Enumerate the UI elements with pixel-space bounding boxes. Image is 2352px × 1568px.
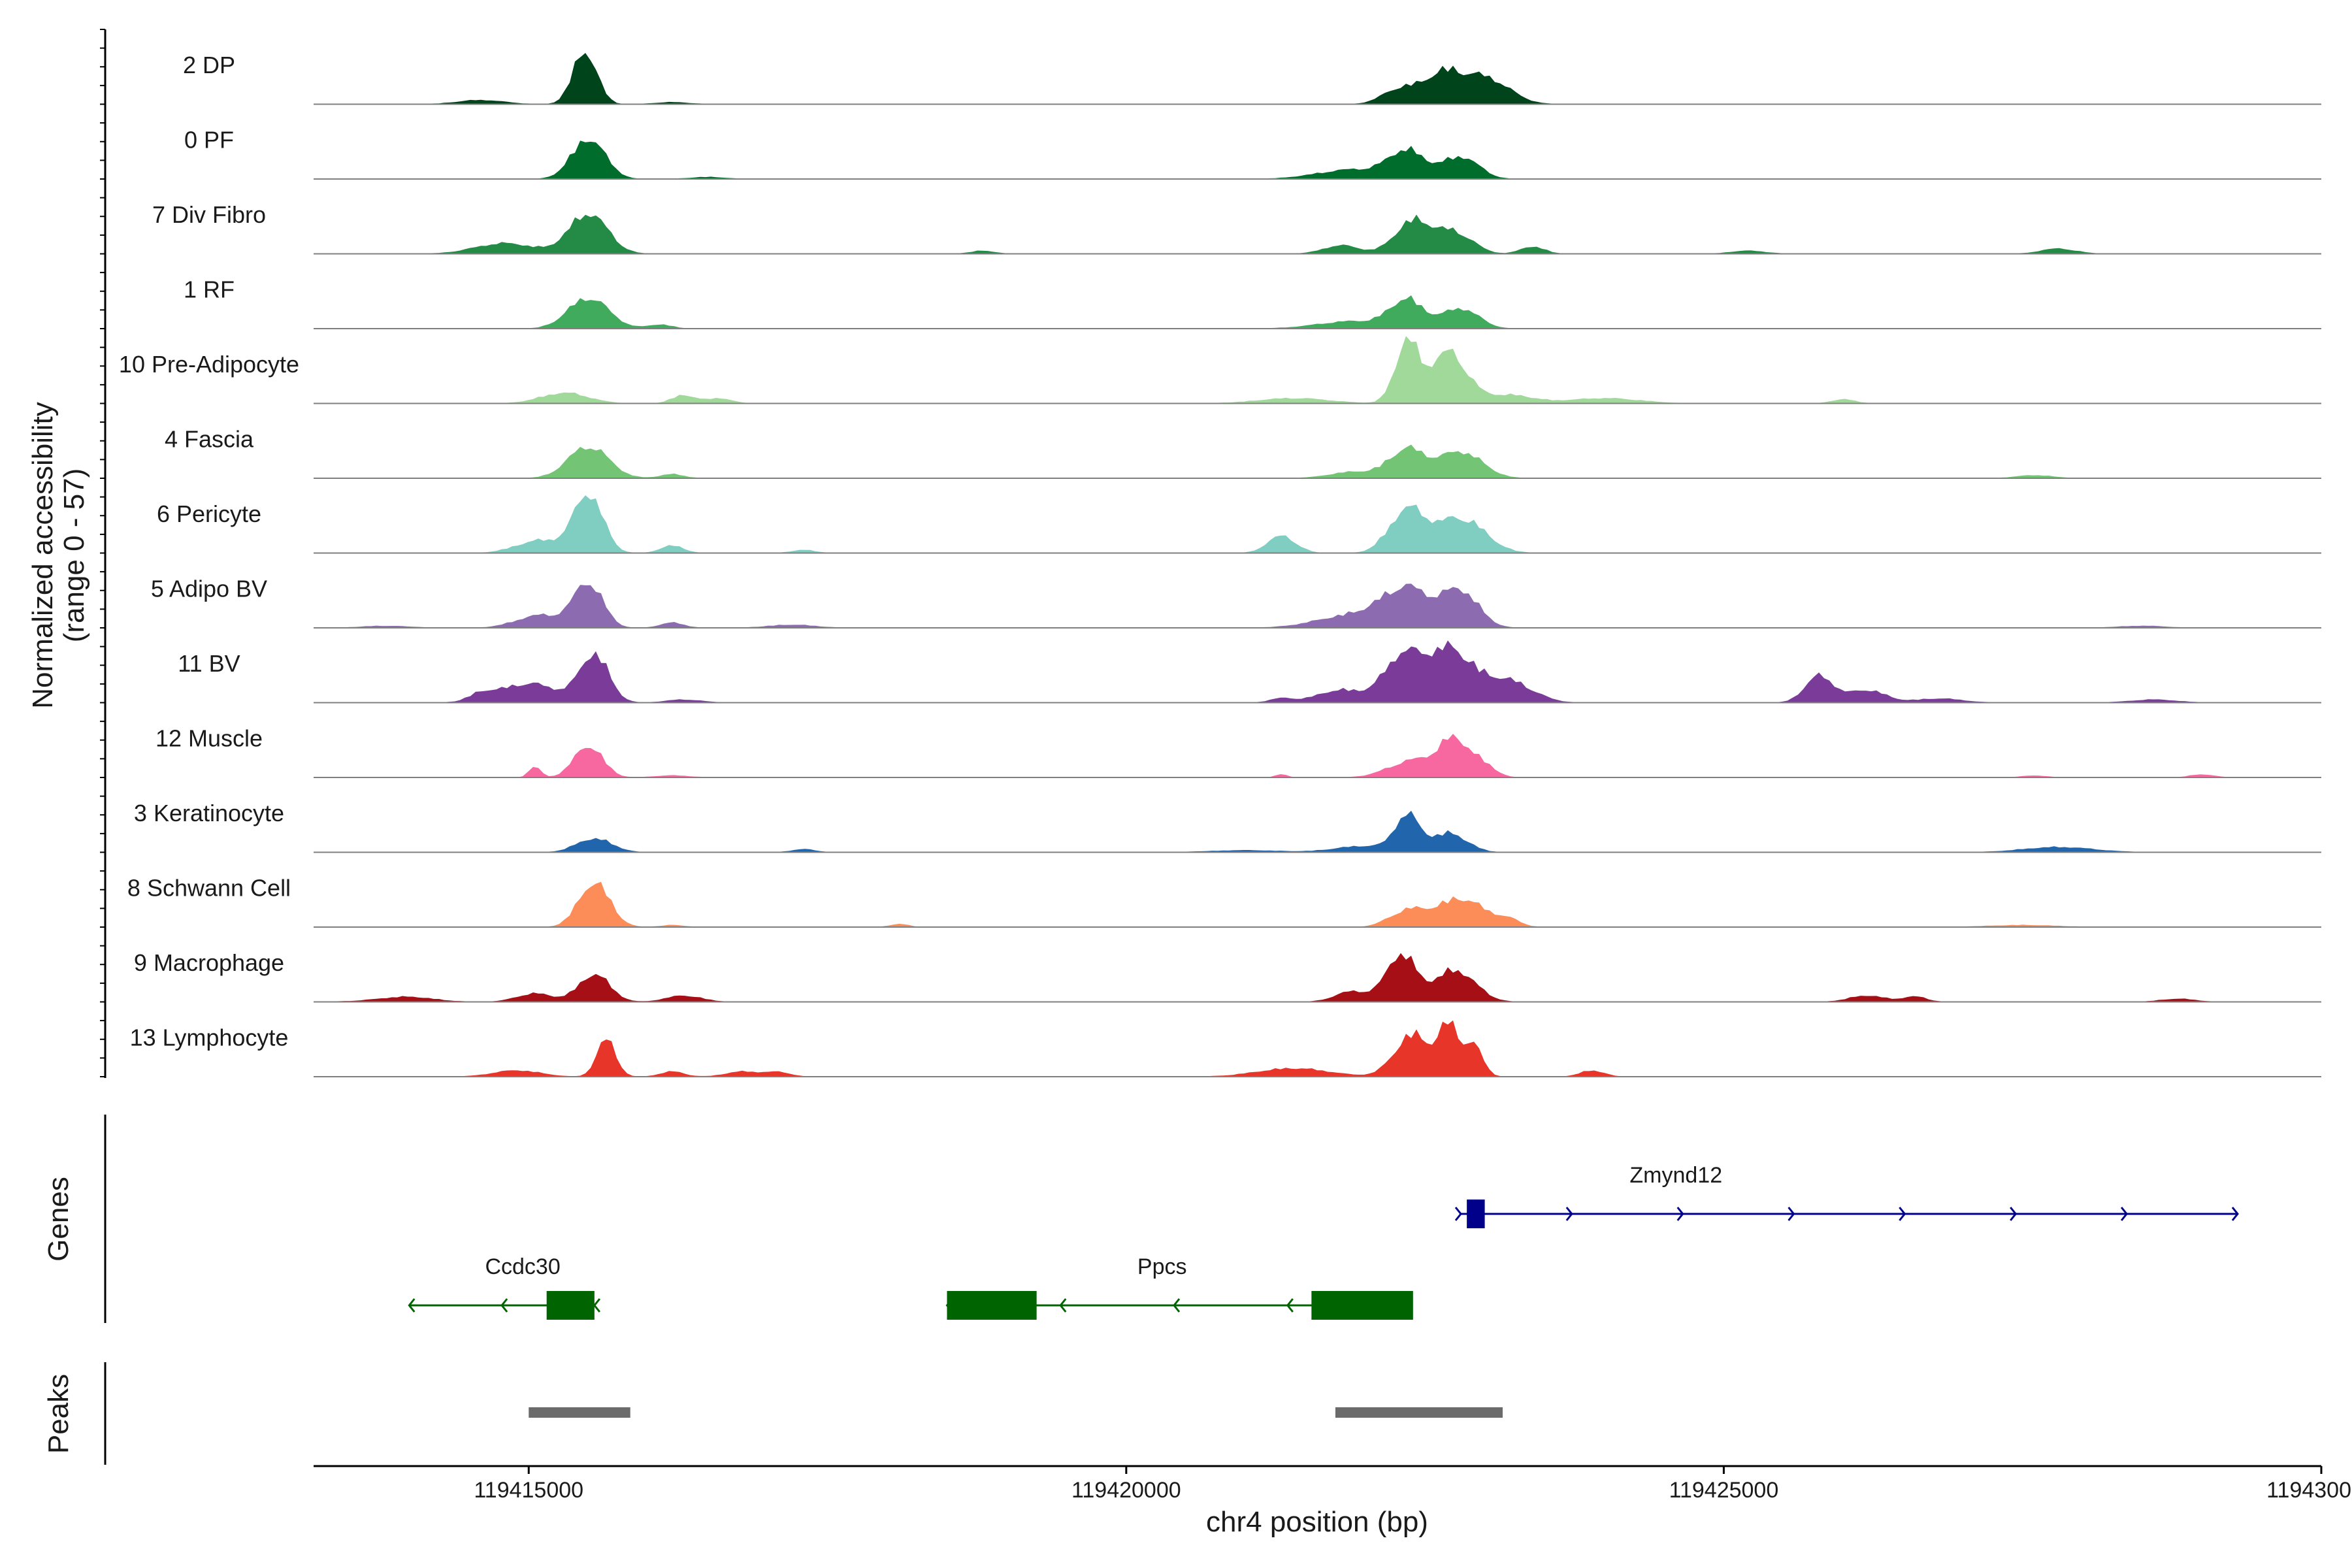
- coverage-track: 7 Div Fibro: [152, 201, 2321, 255]
- strand-arrow-icon: [2010, 1207, 2017, 1221]
- strand-arrow-icon: [1173, 1298, 1181, 1313]
- gene-label: Ccdc30: [485, 1254, 560, 1279]
- coverage-area: [314, 640, 2321, 703]
- track-label: 1 RF: [184, 276, 235, 303]
- track-label: 3 Keratinocyte: [134, 800, 284, 826]
- strand-arrow-icon: [1059, 1298, 1067, 1313]
- track-label: 7 Div Fibro: [152, 201, 266, 228]
- gene-exon: [1311, 1291, 1413, 1320]
- strand-arrow-icon: [1676, 1207, 1684, 1221]
- coverage-track: 6 Pericyte: [157, 495, 2321, 554]
- coverage-area: [314, 495, 2321, 553]
- track-label: 12 Muscle: [155, 725, 263, 752]
- y-axis-title: Normalized accessibility: [27, 402, 59, 708]
- gene-label: Ppcs: [1137, 1254, 1187, 1279]
- strand-arrow-icon: [1565, 1207, 1573, 1221]
- coverage-track: 1 RF: [184, 276, 2321, 329]
- coverage-track: 11 BV: [178, 640, 2321, 704]
- gene-ccdc30: Ccdc30: [408, 1254, 601, 1320]
- strand-arrow-icon: [1286, 1298, 1294, 1313]
- track-label: 9 Macrophage: [134, 949, 284, 976]
- strand-arrow-icon: [1454, 1207, 1462, 1221]
- strand-arrow-icon: [1899, 1207, 1906, 1221]
- coverage-track: 3 Keratinocyte: [134, 800, 2321, 853]
- gene-zmynd12: Zmynd12: [1454, 1163, 2239, 1228]
- coverage-track: 12 Muscle: [155, 725, 2321, 778]
- track-label: 0 PF: [184, 127, 234, 154]
- track-label: 13 Lymphocyte: [130, 1024, 289, 1051]
- strand-arrow-icon: [2231, 1207, 2239, 1221]
- genes-track-label: Genes: [42, 1177, 74, 1262]
- coverage-track: 13 Lymphocyte: [130, 1020, 2321, 1077]
- strand-arrow-icon: [408, 1298, 416, 1313]
- peak-interval: [529, 1407, 630, 1418]
- x-axis-title: chr4 position (bp): [1206, 1506, 1428, 1538]
- coverage-track: 0 PF: [184, 127, 2321, 180]
- track-label: 11 BV: [178, 650, 240, 677]
- x-tick-label: 119430000: [2266, 1478, 2352, 1503]
- track-label: 2 DP: [183, 52, 235, 78]
- coverage-area: [314, 583, 2321, 628]
- peak-intervals: [529, 1407, 1503, 1418]
- gene-ppcs: Ppcs: [945, 1254, 1413, 1320]
- coverage-area: [314, 1020, 2321, 1077]
- coverage-track: 8 Schwann Cell: [127, 875, 2321, 928]
- coverage-tracks: 2 DP 0 PF 7 Div Fibro 1 RF 10 Pre-Adipocyte 4…: [119, 52, 2321, 1077]
- coverage-area: [314, 214, 2321, 254]
- strand-arrow-icon: [1788, 1207, 1795, 1221]
- track-label: 10 Pre-Adipocyte: [119, 351, 299, 378]
- strand-arrow-icon: [2120, 1207, 2129, 1221]
- gene-exon: [546, 1291, 595, 1320]
- x-axis-ticks: 119415000 119420000 119425000 119430000: [474, 1466, 2352, 1503]
- track-label: 5 Adipo BV: [151, 576, 267, 602]
- gene-exon: [1467, 1200, 1485, 1228]
- track-label: 6 Pericyte: [157, 500, 261, 527]
- strand-arrow-icon: [500, 1298, 508, 1313]
- track-label: 8 Schwann Cell: [127, 875, 291, 902]
- y-axis-ticks: [100, 29, 105, 1077]
- coverage-track: 10 Pre-Adipocyte: [119, 336, 2321, 404]
- peak-interval: [1335, 1407, 1503, 1418]
- coverage-track: 5 Adipo BV: [151, 576, 2321, 629]
- track-label: 4 Fascia: [165, 426, 254, 453]
- y-axis: [100, 29, 106, 1078]
- gene-label: Zmynd12: [1629, 1163, 1722, 1188]
- coverage-track: 2 DP: [183, 52, 2321, 105]
- y-axis-range: (range 0 - 57): [58, 468, 90, 643]
- x-tick-label: 119415000: [474, 1478, 583, 1503]
- peaks-track-label: Peaks: [42, 1374, 74, 1454]
- x-tick-label: 119425000: [1669, 1478, 1779, 1503]
- gene-annotations: Zmynd12 Ccdc30 Ppcs: [408, 1163, 2239, 1320]
- coverage-track: 9 Macrophage: [134, 949, 2321, 1003]
- gene-exon: [947, 1291, 1037, 1320]
- coverage-track: 4 Fascia: [165, 426, 2321, 479]
- x-tick-label: 119420000: [1071, 1478, 1181, 1503]
